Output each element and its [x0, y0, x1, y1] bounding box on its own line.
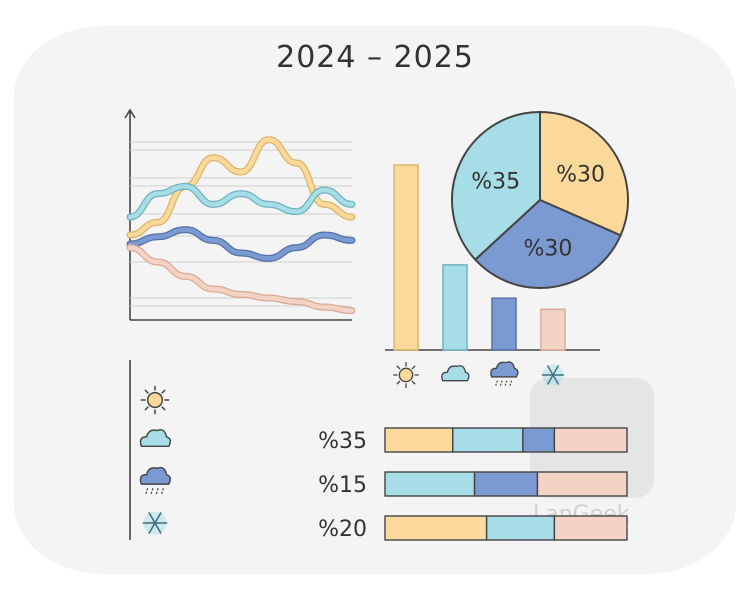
y-axis-arrow [124, 108, 136, 119]
pie-slice-label: %30 [524, 237, 573, 262]
bar-segment [384, 471, 476, 497]
bar-segment [522, 427, 556, 453]
bar [540, 308, 566, 351]
stacked-bar-chart: %35 %15 %20 [318, 427, 628, 542]
bar-chart [385, 164, 600, 389]
pie-slice-label: %35 [471, 170, 520, 195]
series-line [127, 184, 355, 220]
series-line [127, 245, 355, 313]
sun-icon [140, 385, 170, 415]
row-label: %35 [318, 429, 367, 454]
cloud-icon [139, 429, 172, 448]
pie-chart: %30 %30 %35 [451, 110, 629, 289]
sun-icon [392, 361, 420, 389]
page-title: 2024 – 2025 [276, 40, 474, 75]
series-line [127, 137, 355, 238]
snow-icon [541, 364, 565, 386]
cloud-icon [441, 365, 470, 382]
bar-segment [473, 471, 539, 497]
series-line [127, 227, 355, 261]
series-line-outline [126, 244, 356, 315]
pie-slice [539, 110, 629, 237]
row-label: %20 [318, 517, 367, 542]
pie-slice [473, 198, 622, 289]
bar [393, 164, 419, 351]
bar-segment [384, 427, 454, 453]
bar-segment [553, 515, 628, 541]
bar [442, 264, 468, 351]
rain-icon [139, 466, 172, 495]
pie-slice [451, 110, 541, 262]
line-chart [124, 108, 356, 321]
bar-segment [536, 471, 628, 497]
bar-segment [452, 427, 524, 453]
bar-segment [485, 515, 556, 541]
bar-segment [384, 515, 488, 541]
rain-icon [490, 361, 519, 387]
pie-slice-label: %30 [556, 163, 605, 188]
bar [491, 297, 517, 351]
bar-segment [553, 427, 628, 453]
legend [129, 360, 172, 540]
snow-icon [142, 511, 168, 535]
row-label: %15 [318, 473, 367, 498]
